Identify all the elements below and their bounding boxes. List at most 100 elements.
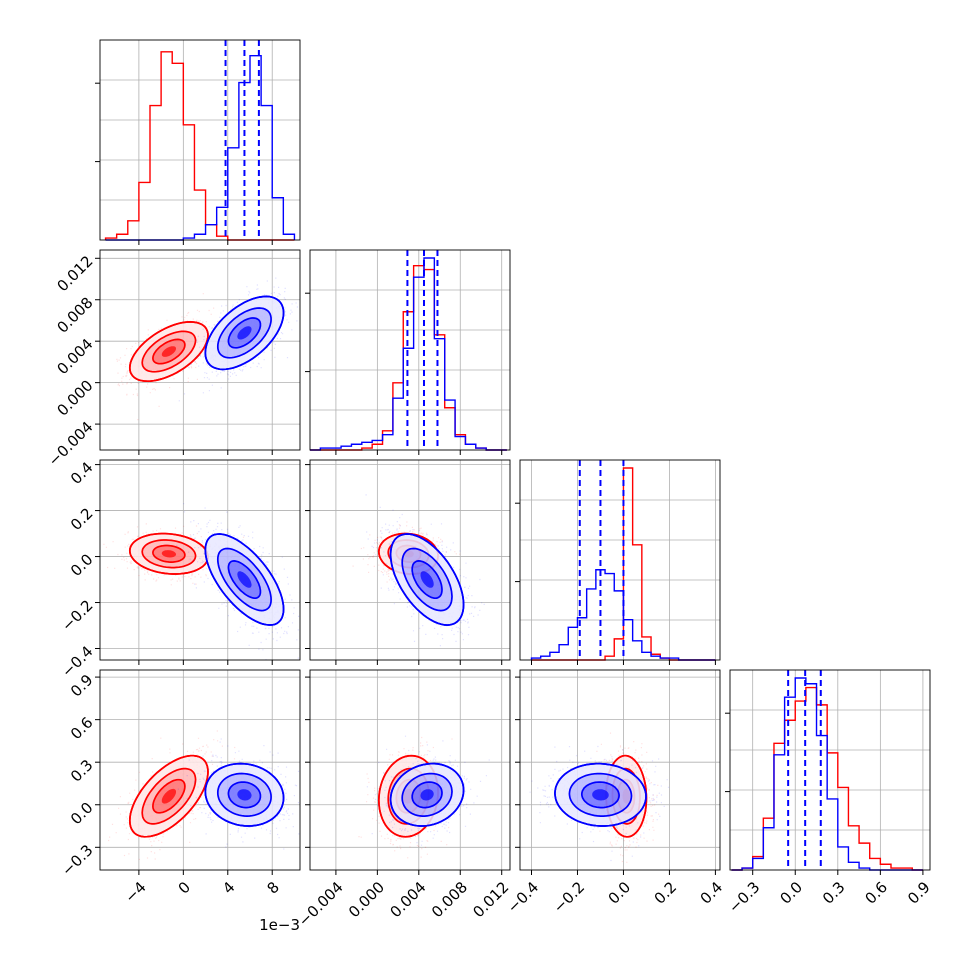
x-offset-label: 1e−3 xyxy=(259,916,300,934)
panel-content xyxy=(520,670,720,870)
density-fill-4 xyxy=(420,571,434,588)
scatter-panel-4-2 xyxy=(305,669,511,875)
density-fill-4 xyxy=(161,550,176,558)
x-tick-label: 4 xyxy=(219,878,238,897)
hist-frame xyxy=(519,459,721,661)
contour-outer xyxy=(128,754,209,838)
scatter-panel-3-2 xyxy=(305,459,511,665)
x-tick-label: 0.9 xyxy=(904,878,934,908)
scatter-panel-4-1 xyxy=(95,669,301,875)
panel-content xyxy=(310,670,510,870)
contour-middle xyxy=(141,539,197,569)
scatter-panel-3-1 xyxy=(95,459,301,665)
hist-blue-step xyxy=(105,54,296,241)
x-tick-label: −0.004 xyxy=(295,878,347,930)
panel-content xyxy=(100,460,300,660)
panel-content xyxy=(100,250,300,450)
contour-middle xyxy=(216,307,272,359)
y-tick-label: 0.4 xyxy=(67,458,97,488)
hist-blue-step xyxy=(310,257,507,451)
contour-inner xyxy=(227,560,262,600)
y-tick-label: 0.012 xyxy=(53,252,96,295)
contour-inner xyxy=(152,338,186,365)
panel-frame xyxy=(519,669,721,871)
y-tick-label: 0.0 xyxy=(67,550,97,580)
contour-outer xyxy=(377,754,439,838)
y-tick-label: 0.004 xyxy=(53,335,96,378)
y-tick-label: 0.6 xyxy=(67,713,97,743)
contour-inner xyxy=(411,781,443,809)
density-fill-4 xyxy=(161,346,176,357)
y-tick-label: −0.004 xyxy=(45,418,97,470)
contour-middle xyxy=(141,330,197,373)
y-tick-label: −0.2 xyxy=(58,596,96,634)
contour-outer xyxy=(554,762,647,827)
x-tick-label: −4 xyxy=(121,878,149,906)
hist-red-step xyxy=(310,264,507,451)
contour-outer xyxy=(204,295,285,371)
contour-middle xyxy=(141,767,197,825)
contour-outer xyxy=(389,762,465,827)
contour-outer xyxy=(204,533,285,626)
panel-frame xyxy=(99,669,301,871)
blue-sample-points xyxy=(365,494,485,647)
x-tick-label: 0.2 xyxy=(651,878,681,908)
panel-frame xyxy=(309,669,511,871)
y-tick-label: −0.4 xyxy=(58,642,96,680)
x-tick-label: 0.4 xyxy=(697,878,727,908)
panel-frame xyxy=(99,249,301,451)
contour-outer xyxy=(389,533,465,626)
contour-inner xyxy=(227,781,262,809)
x-tick-label: 0 xyxy=(175,878,194,897)
contour-inner xyxy=(227,317,262,349)
x-tick-label: 0.008 xyxy=(428,878,471,921)
density-fill-4 xyxy=(161,788,176,804)
x-tick-label: −0.4 xyxy=(504,878,542,916)
y-tick-label: 0.0 xyxy=(67,799,97,829)
y-tick-label: 0.008 xyxy=(53,294,96,337)
x-tick-label: 0.0 xyxy=(776,878,806,908)
hist-frame xyxy=(99,39,301,241)
hist-panel-4 xyxy=(725,669,931,875)
x-tick-label: 0.0 xyxy=(605,878,635,908)
x-tick-label: −0.2 xyxy=(550,878,588,916)
y-tick-label: 0.3 xyxy=(67,756,97,786)
contour-inner xyxy=(152,778,186,814)
hist-panel-1 xyxy=(95,39,301,245)
contour-inner xyxy=(411,560,443,600)
contour-inner xyxy=(580,781,620,809)
hist-frame xyxy=(309,249,511,451)
density-fill-4 xyxy=(237,789,252,801)
x-tick-label: 0.004 xyxy=(386,878,429,921)
density-fill-4 xyxy=(237,571,252,588)
hist-blue-step xyxy=(530,569,716,661)
contour-middle xyxy=(216,772,272,817)
contour-inner xyxy=(152,544,186,563)
scatter-panel-2-1 xyxy=(95,249,301,455)
x-tick-label: 0.000 xyxy=(345,878,388,921)
x-tick-label: 8 xyxy=(264,878,283,897)
panel-frame xyxy=(99,459,301,661)
density-fill-4 xyxy=(592,789,609,801)
x-tick-label: 0.3 xyxy=(819,878,849,908)
contour-outer xyxy=(128,532,209,575)
density-fill-4 xyxy=(420,789,434,801)
scatter-panel-4-3 xyxy=(515,669,721,875)
panel-content xyxy=(310,460,510,660)
hist-frame xyxy=(729,669,931,871)
x-tick-label: 0.012 xyxy=(469,878,512,921)
x-tick-label: −0.3 xyxy=(725,878,763,916)
contour-outer xyxy=(128,321,209,383)
panel-content xyxy=(100,670,300,870)
hist-panel-2 xyxy=(305,249,511,455)
y-tick-label: −0.3 xyxy=(58,841,96,879)
density-fill-4 xyxy=(237,326,252,340)
x-tick-label: 0.6 xyxy=(862,878,892,908)
contour-middle xyxy=(216,547,272,612)
panel-frame xyxy=(309,459,511,661)
contour-middle xyxy=(401,547,453,612)
hist-panel-3 xyxy=(515,459,721,665)
contour-middle xyxy=(568,772,633,817)
